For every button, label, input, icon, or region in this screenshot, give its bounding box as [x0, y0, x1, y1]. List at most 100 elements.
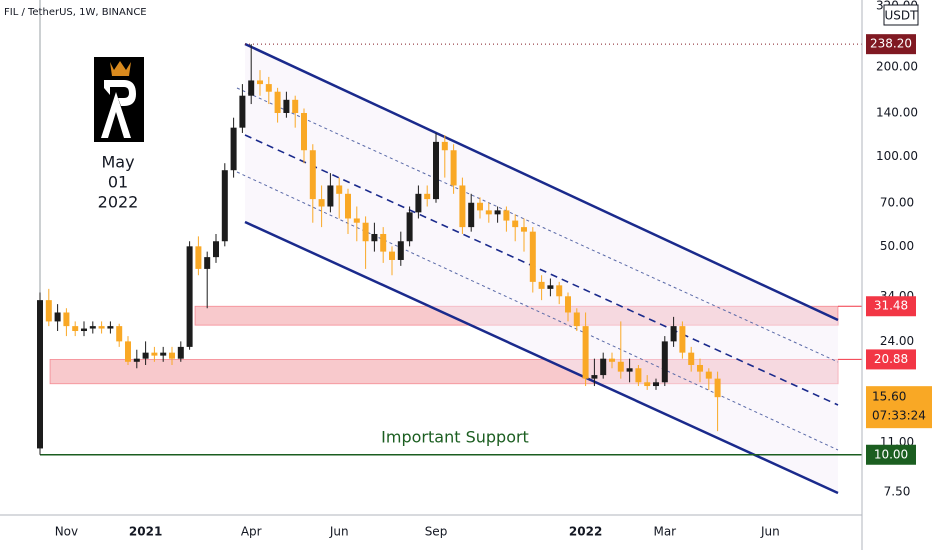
candle-body — [670, 326, 677, 342]
x-tick-label: Nov — [55, 525, 78, 539]
candle-body — [345, 193, 351, 219]
candle-body — [327, 185, 334, 207]
candle-body — [389, 251, 395, 260]
channel-fill — [245, 44, 838, 493]
candle-body — [142, 352, 149, 359]
y-tick-label: 140.00 — [876, 105, 918, 119]
channel-mid — [244, 134, 839, 406]
candle-body — [626, 368, 633, 372]
candle-body — [257, 80, 263, 85]
candle-body — [547, 285, 554, 289]
price-tag-label: 238.20 — [870, 37, 912, 51]
candle-body — [98, 326, 105, 329]
date-note: 01 — [108, 173, 128, 192]
candle-body — [653, 382, 659, 387]
x-tick-label: Mar — [653, 525, 676, 539]
x-tick-label: Apr — [241, 525, 262, 539]
y-tick-label: 7.50 — [884, 485, 911, 499]
candle-body — [362, 222, 369, 242]
candle-body — [538, 281, 545, 289]
channel-inner — [236, 171, 839, 451]
price-axis — [862, 0, 932, 550]
y-tick-label: 100.00 — [876, 149, 918, 163]
candle-body — [63, 312, 70, 327]
candle-body — [424, 193, 431, 200]
x-tick-label: 2021 — [129, 525, 162, 539]
candle-body — [230, 127, 237, 171]
candle-body — [186, 246, 193, 347]
candle-body — [485, 210, 492, 215]
price-tag — [866, 34, 916, 55]
price-tag — [866, 349, 916, 370]
candle-body — [81, 328, 87, 332]
candle-body — [600, 358, 607, 376]
y-tick-label: 70.00 — [880, 195, 914, 209]
candle-body — [380, 233, 387, 252]
candle-body — [274, 91, 281, 113]
candle-body — [441, 141, 448, 151]
candle-body — [318, 199, 325, 207]
candle-body — [591, 375, 598, 379]
candle-body — [72, 326, 79, 332]
candle-body — [195, 246, 202, 269]
candle-body — [529, 231, 536, 282]
candle-body — [635, 368, 642, 383]
chart-title: FIL / TetherUS, 1W, BINANCE — [4, 7, 147, 18]
candle-body — [309, 150, 316, 200]
price-tag — [866, 444, 916, 465]
candle-body — [697, 364, 703, 372]
price-tag — [866, 386, 932, 429]
candle-body — [239, 95, 246, 128]
candle-body — [177, 346, 184, 359]
date-note: 2022 — [98, 193, 139, 212]
x-tick-label: Sep — [425, 525, 448, 539]
candle-body — [503, 210, 510, 221]
candle-body — [459, 185, 466, 228]
x-tick-label: Jun — [329, 525, 349, 539]
levels — [40, 43, 862, 456]
support-note: Important Support — [381, 428, 529, 447]
date-note: May — [101, 153, 134, 172]
candle-body — [116, 326, 123, 342]
candle-body — [433, 141, 439, 200]
candle-body — [450, 150, 457, 186]
candle-body — [151, 352, 158, 356]
candle-body — [221, 170, 228, 242]
candle-body — [521, 227, 527, 232]
candle-body — [336, 185, 343, 194]
candle-body — [353, 218, 360, 223]
candle-body — [661, 341, 668, 383]
candle-body — [556, 285, 563, 297]
candle-body — [283, 99, 290, 113]
candle-body — [133, 358, 140, 362]
countdown: 07:33:24 — [872, 409, 926, 423]
channel-lower — [244, 220, 839, 495]
candle-body — [204, 257, 211, 269]
candle-body — [371, 233, 378, 242]
candle-body — [45, 300, 52, 322]
candle-body — [494, 210, 501, 215]
candle-body — [397, 241, 404, 260]
candle-body — [415, 193, 422, 213]
candle-body — [160, 352, 167, 356]
candle-body — [679, 326, 686, 353]
candle-body — [705, 371, 712, 379]
candle-body — [248, 80, 255, 96]
candle-body — [644, 382, 651, 387]
candle-body — [573, 312, 580, 327]
x-tick-label: Jun — [760, 525, 780, 539]
price-tag-label: 31.48 — [874, 299, 908, 313]
candle-body — [565, 296, 571, 313]
y-tick-label: 50.00 — [880, 239, 914, 253]
price-tag-label: 10.00 — [874, 447, 908, 461]
candle-body — [477, 202, 483, 211]
logo — [94, 57, 144, 142]
candle-body — [512, 220, 519, 228]
candle-body — [107, 326, 114, 329]
candle-body — [37, 300, 43, 449]
candle-body — [688, 352, 695, 365]
y-tick-label: 24.00 — [880, 334, 914, 348]
price-tag-label: 20.88 — [874, 352, 908, 366]
